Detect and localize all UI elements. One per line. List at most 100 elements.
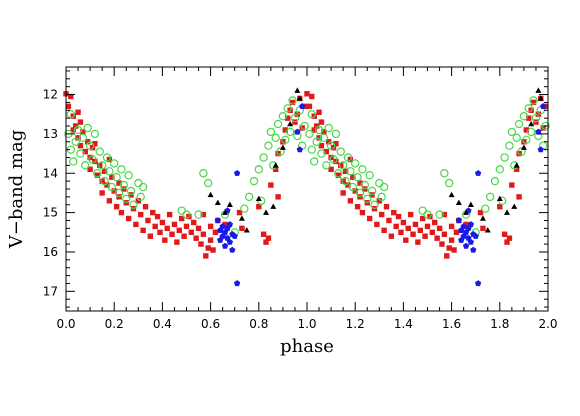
red-square-point [340,178,346,184]
red-square-point [193,235,199,241]
red-square-point [424,223,431,230]
red-square-point [195,225,202,232]
red-square-point [516,150,522,157]
black-triangle-point [226,201,233,207]
blue-pentagon-point [460,223,467,230]
red-square-point [521,139,527,145]
green-circle-point [283,104,292,113]
red-square-point [289,99,296,106]
black-triangle-point [455,199,462,205]
y-tick-label: 15 [43,206,58,220]
red-square-point [299,125,305,131]
green-circle-point [519,111,529,121]
red-square-point [104,182,110,188]
black-triangle-point [448,191,455,198]
black-triangle-point [537,95,544,101]
green-circle-point [266,127,276,137]
green-circle-point [271,133,280,143]
y-tick-label: 12 [43,88,58,102]
green-circle-point [278,111,288,121]
green-circle-point [317,149,326,158]
red-square-point [383,204,390,210]
green-circle-point [290,113,300,123]
red-square-point [509,182,515,188]
red-square-point [316,109,322,115]
black-triangle-point [287,120,294,127]
red-square-point [191,219,197,226]
red-square-point [116,180,122,186]
green-circle-point [288,96,297,105]
blue-pentagon-point [224,234,231,241]
red-square-point [335,172,342,178]
green-circle-point [353,172,362,182]
y-tick-label: 17 [43,284,58,298]
green-circle-point [423,210,432,219]
green-circle-point [338,161,348,170]
red-square-point [513,166,520,173]
green-circle-point [524,104,533,113]
blue-pentagon-point [226,221,234,228]
red-square-point [147,233,154,239]
red-square-point [77,143,84,149]
red-square-point [87,166,93,173]
red-square-point [101,168,108,174]
green-circle-point [314,125,324,135]
green-circle-point [367,186,377,196]
green-circle-point [435,210,444,219]
red-square-point [280,139,286,145]
x-tick-label: 0.2 [105,317,124,331]
green-circle-point [358,165,367,174]
green-circle-point [375,178,384,188]
green-circle-point [129,200,138,209]
green-circle-point [307,110,317,119]
black-triangle-point [255,195,262,202]
blue-pentagon-point [226,238,234,245]
y-tick-label: 16 [43,245,58,259]
red-square-point [84,139,91,145]
red-square-point [321,129,327,135]
red-square-point [412,221,419,228]
red-square-point [142,204,149,210]
red-square-point [429,229,436,235]
red-square-point [174,239,180,245]
red-square-point [150,209,156,216]
red-square-point [350,174,356,180]
red-square-point [159,219,166,226]
green-circle-point [485,192,495,202]
red-square-point [77,119,84,125]
red-square-point [203,253,209,259]
red-square-point [352,188,358,194]
green-circle-point [526,127,536,137]
green-circle-point [319,133,329,143]
blue-pentagon-point [296,146,303,153]
x-tick-label: 0.4 [153,317,172,331]
red-square-point [140,227,146,234]
red-square-point [540,125,546,131]
red-square-point [99,190,105,196]
green-circle-point [365,171,374,180]
red-square-point [145,217,151,224]
blue-pentagon-point [474,169,482,176]
red-square-point [210,247,216,253]
black-triangle-point [243,227,250,233]
green-circle-point [481,204,490,213]
red-square-point [176,227,182,234]
green-circle-point [107,182,116,192]
red-square-point [328,166,334,173]
red-square-point [222,221,228,228]
red-square-point [282,127,289,133]
red-square-point [506,235,513,241]
green-circle-point [177,206,186,215]
red-square-point [417,227,423,234]
red-square-point [207,223,214,230]
red-square-point [183,223,190,230]
green-circle-point [90,129,100,139]
red-square-point [374,221,380,228]
red-square-point [125,215,132,222]
blue-pentagon-point [455,217,462,224]
x-tick-label: 0.6 [201,317,220,331]
red-square-point [480,225,486,232]
red-square-point [379,211,385,218]
red-square-point [265,235,272,241]
red-square-point [504,239,510,245]
